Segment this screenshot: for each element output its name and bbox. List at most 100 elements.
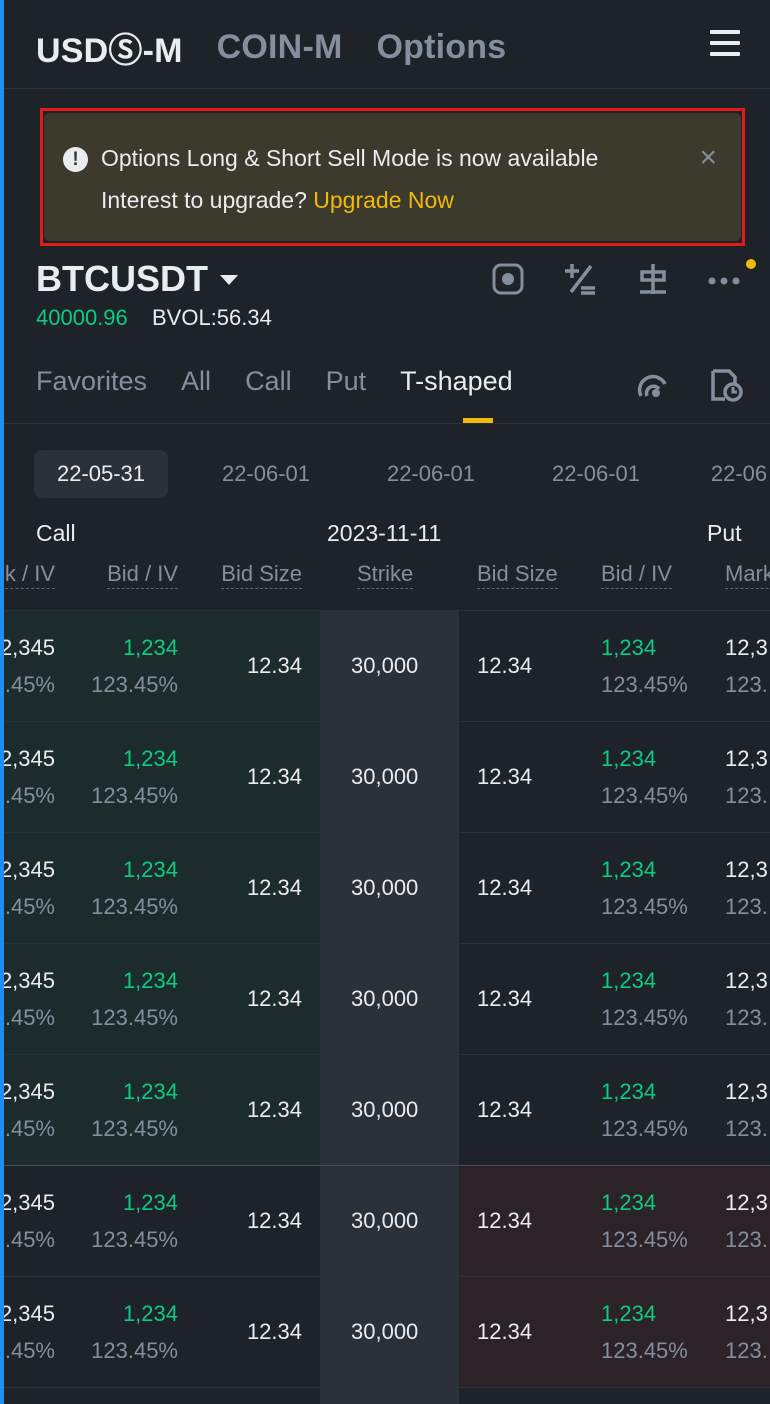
signal-icon[interactable] [636,368,670,402]
cell-put-mark-iv: 123. [725,1116,768,1141]
table-row[interactable]: 2,345 .45% 1,234 123.45% 12.34 30,000 12.34 1,2… [0,1166,770,1277]
cell-put-mark-iv: 123. [725,783,768,808]
symbol-selector[interactable]: BTCUSDT [36,258,238,300]
tab-usds-m[interactable]: USDⓈ-M [36,31,183,70]
col-bid-size-put[interactable]: Bid Size [477,561,558,589]
expiry-dates: 22-05-31 22-06-01 22-06-01 22-06-01 22-0… [34,450,770,498]
cell-strike: 30,000 [351,986,419,1011]
row-divider [4,1054,770,1055]
cell-put-mark-iv: 123. [725,894,768,919]
cell-mark-iv: .45% [4,672,55,697]
date-chip[interactable]: 22-06 [710,461,768,486]
date-chip[interactable]: 22-06-01 [386,461,476,486]
plus-minus-icon[interactable] [563,262,597,296]
header-divider [4,88,770,89]
notification-dot [746,259,756,269]
row-divider [4,832,770,833]
banner-message: Options Long & Short Sell Mode is now av… [101,145,599,171]
upgrade-now-link[interactable]: Upgrade Now [313,187,454,213]
table-row[interactable]: 2,345 .45% 1,234 123.45% 12.34 30,000 12.34 1,2… [0,833,770,944]
target-icon[interactable] [491,262,525,296]
menu-icon[interactable] [710,30,740,56]
cell-strike: 30,000 [351,1097,419,1122]
tabs-divider [4,423,770,424]
cell-put-bid: 1,234 [601,635,657,660]
col-bid-size-call[interactable]: Bid Size [221,561,302,589]
more-icon[interactable] [707,262,741,296]
put-section-label: Put [707,520,742,546]
cell-put-bid-size: 12.34 [477,1319,533,1344]
cell-bid: 1,234 [122,1190,178,1215]
cell-bid-size: 12.34 [246,653,302,678]
col-mark-iv-call[interactable]: k / IV [4,561,55,589]
market-tabs: USDⓈ-M COIN-M Options [36,22,506,72]
cell-strike: 30,000 [351,1208,419,1233]
close-icon[interactable]: × [699,141,717,174]
crane-icon[interactable] [636,262,670,296]
cell-mark-iv: .45% [4,1116,55,1141]
tab-put[interactable]: Put [325,366,367,396]
clock-doc-icon[interactable] [709,368,743,402]
cell-bid: 1,234 [122,968,178,993]
tab-call[interactable]: Call [245,366,292,396]
col-strike[interactable]: Strike [357,561,414,589]
cell-put-bid: 1,234 [601,857,657,882]
warning-icon: ! [63,147,88,172]
cell-strike: 30,000 [351,653,419,678]
tab-all[interactable]: All [181,366,212,396]
col-mark-put[interactable]: Mark [725,561,770,589]
table-row[interactable]: 2,345 .45% 1,234 123.45% 12.34 30,000 12.34 1,2… [0,1277,770,1388]
cell-bid-size: 12.34 [246,1319,302,1344]
cell-put-mark: 12,3 [725,1079,768,1104]
tab-coin-m[interactable]: COIN-M [216,27,343,66]
banner-prompt: Interest to upgrade? [101,187,314,213]
cell-put-bid-size: 12.34 [477,653,533,678]
left-edge-bar [0,0,4,1404]
table-row[interactable]: 2,345 .45% 1,234 123.45% 12.34 30,000 12.34 1,2… [0,722,770,833]
cell-put-bid-iv: 123.45% [601,1005,688,1030]
cell-bid-iv: 123.45% [91,894,178,919]
cell-mark: 2,345 [0,1190,55,1215]
tab-favorites[interactable]: Favorites [36,366,148,396]
date-chip[interactable]: 22-06-01 [221,461,311,486]
cell-bid-iv: 123.45% [91,1116,178,1141]
row-divider [4,943,770,944]
cell-put-bid: 1,234 [601,1190,657,1215]
date-chip[interactable]: 22-05-31 [34,450,168,498]
cell-bid-iv: 123.45% [91,783,178,808]
call-itm-shade [4,1055,320,1165]
call-itm-shade [4,611,320,721]
call-itm-shade [4,944,320,1054]
table-header-divider [4,610,770,611]
cell-mark: 2,345 [0,1301,55,1326]
cell-put-mark-iv: 123. [725,672,768,697]
table-row[interactable]: 2,345 .45% 1,234 123.45% 12.34 30,000 12.34 1,2… [0,1055,770,1166]
cell-put-mark: 12,3 [725,1301,768,1326]
tab-options[interactable]: Options [376,27,507,66]
cell-put-bid-size: 12.34 [477,986,533,1011]
table-row[interactable]: 2,345 .45% 1,234 123.45% 12.34 30,000 12.34 1,2… [0,944,770,1055]
cell-put-bid-size: 12.34 [477,764,533,789]
cell-put-mark: 12,3 [725,857,768,882]
cell-put-mark-iv: 123. [725,1227,768,1252]
cell-bid-size: 12.34 [246,1208,302,1233]
row-divider [4,1165,770,1166]
put-itm-shade [459,1277,770,1387]
tab-t-shaped[interactable]: T-shaped [400,366,513,396]
cell-put-bid-iv: 123.45% [601,1338,688,1363]
col-bid-iv-put[interactable]: Bid / IV [601,561,672,589]
cell-put-bid: 1,234 [601,1301,657,1326]
cell-mark: 2,345 [0,746,55,771]
date-chip[interactable]: 22-06-01 [551,461,641,486]
upgrade-banner: ! Options Long & Short Sell Mode is now … [44,113,741,241]
cell-mark: 2,345 [0,857,55,882]
cell-put-bid: 1,234 [601,1079,657,1104]
view-tabs: Favorites All Call Put T-shaped [36,366,513,397]
cell-put-mark-iv: 123. [725,1338,768,1363]
col-bid-iv-call[interactable]: Bid / IV [107,561,178,589]
table-row[interactable]: 2,345 .45% 1,234 123.45% 12.34 30,000 12.34 1,2… [0,611,770,722]
cell-bid-size: 12.34 [246,986,302,1011]
cell-put-bid-size: 12.34 [477,875,533,900]
cell-put-bid-iv: 123.45% [601,894,688,919]
call-itm-shade [4,722,320,832]
